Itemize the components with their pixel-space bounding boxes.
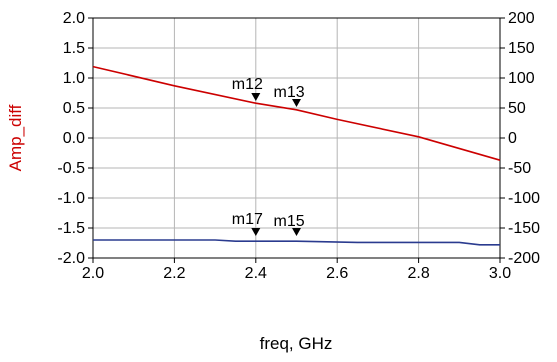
tick-layer: 2.0 2.2 2.4 2.6 2.8 3.0 2.0 1.5 1.0 0.5 0.0 -0.5 -1.… (57, 10, 540, 282)
x-tick-label: 2.4 (245, 265, 267, 282)
x-tick-label: 3.0 (489, 265, 511, 282)
y-right-tick-label: 200 (508, 10, 535, 27)
y-left-tick-label: 0.0 (63, 130, 85, 147)
y-axis-label-left: Amp_diff (6, 104, 25, 171)
x-tick-label: 2.8 (407, 265, 429, 282)
marker-m12 (251, 93, 261, 101)
y-left-tick-label: -2.0 (57, 250, 85, 267)
series-layer (92, 65, 501, 246)
marker-label-m15: m15 (274, 213, 305, 230)
y-right-tick-label: -100 (508, 190, 540, 207)
y-left-tick-label: 2.0 (63, 10, 85, 27)
y-right-tick-label: 0 (508, 130, 517, 147)
marker-label-m17: m17 (232, 211, 263, 228)
y-right-tick-label: -50 (508, 160, 531, 177)
amp-diff-series-line (92, 65, 501, 161)
marker-m15 (292, 228, 301, 236)
y-right-tick-label: 150 (508, 40, 535, 57)
x-tick-label: 2.6 (326, 265, 348, 282)
y-right-tick-label: 100 (508, 70, 535, 87)
x-axis-label: freq, GHz (260, 334, 333, 353)
y-right-tick-label: -150 (508, 220, 540, 237)
marker-layer: m12 m13 m17 m15 (232, 76, 305, 236)
x-tick-label: 2.2 (163, 265, 185, 282)
marker-label-m12: m12 (232, 76, 263, 93)
y-left-tick-label: -1.5 (57, 220, 85, 237)
y-left-tick-label: 0.5 (63, 100, 85, 117)
x-tick-label: 2.0 (82, 265, 104, 282)
y-left-tick-label: -0.5 (57, 160, 85, 177)
y-right-tick-label: -200 (508, 250, 540, 267)
y-left-tick-label: 1.5 (63, 40, 85, 57)
marker-m13 (292, 99, 301, 107)
y-left-tick-label: 1.0 (63, 70, 85, 87)
y-left-tick-label: -1.0 (57, 190, 85, 207)
phase-diff-series-line (93, 239, 500, 246)
y-right-tick-label: 50 (508, 100, 526, 117)
grid-layer (93, 18, 500, 258)
marker-m17 (251, 228, 261, 236)
marker-label-m13: m13 (274, 84, 305, 101)
